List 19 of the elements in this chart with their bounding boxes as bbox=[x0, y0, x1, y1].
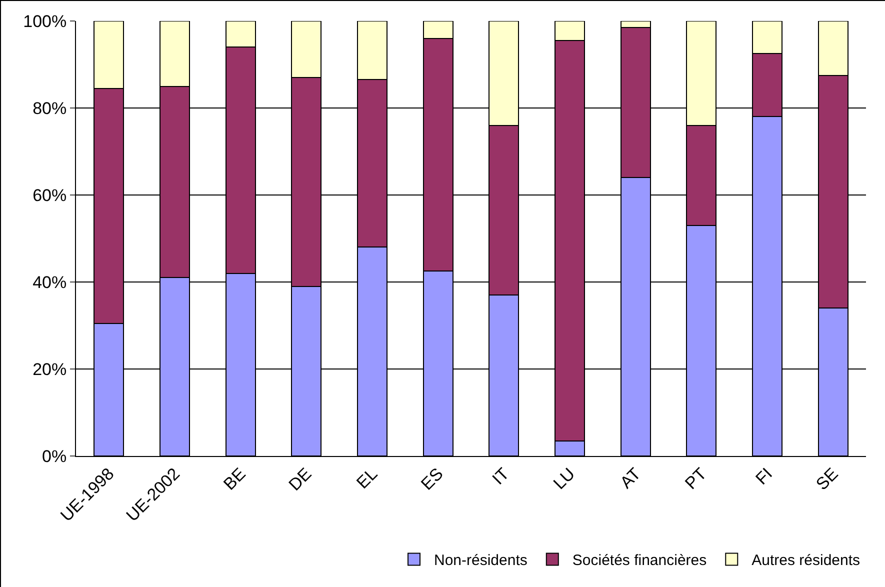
x-tick-label: FI bbox=[752, 464, 776, 488]
x-tick-label: DE bbox=[285, 464, 316, 494]
y-tick-label: 20% bbox=[32, 360, 67, 379]
y-tick-label: 60% bbox=[32, 186, 67, 205]
legend-label: Non-résidents bbox=[434, 552, 528, 570]
y-tick-label: 100% bbox=[23, 12, 67, 31]
x-tick-label: IT bbox=[488, 464, 513, 488]
y-tick-label: 80% bbox=[32, 98, 67, 118]
x-tick-label: PT bbox=[681, 464, 710, 494]
x-tick-label: AT bbox=[616, 464, 644, 492]
legend-label: Autres résidents bbox=[752, 552, 860, 570]
y-tick-label: 0% bbox=[42, 446, 67, 466]
legend-label: Sociétés financières bbox=[572, 552, 707, 570]
x-tick-label: EL bbox=[352, 464, 382, 492]
x-tick-label: BE bbox=[220, 464, 250, 494]
x-tick-label: ES bbox=[417, 464, 447, 494]
y-tick-label: 40% bbox=[32, 272, 67, 292]
x-tick-label: LU bbox=[550, 464, 579, 494]
x-tick-label: SE bbox=[812, 464, 842, 494]
